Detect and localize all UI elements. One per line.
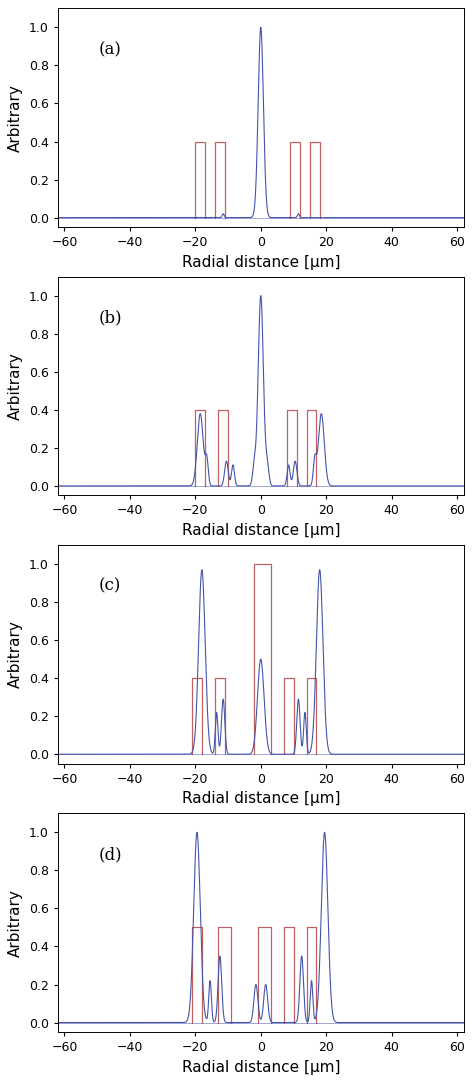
X-axis label: Radial distance [μm]: Radial distance [μm] xyxy=(182,255,340,270)
Text: (c): (c) xyxy=(99,578,121,595)
Y-axis label: Arbitrary: Arbitrary xyxy=(9,83,23,152)
X-axis label: Radial distance [μm]: Radial distance [μm] xyxy=(182,523,340,538)
Text: (a): (a) xyxy=(99,41,121,58)
Text: (b): (b) xyxy=(99,310,122,326)
Y-axis label: Arbitrary: Arbitrary xyxy=(9,621,23,689)
X-axis label: Radial distance [μm]: Radial distance [μm] xyxy=(182,792,340,807)
Y-axis label: Arbitrary: Arbitrary xyxy=(9,352,23,420)
Text: (d): (d) xyxy=(99,846,122,863)
X-axis label: Radial distance [μm]: Radial distance [μm] xyxy=(182,1059,340,1074)
Y-axis label: Arbitrary: Arbitrary xyxy=(9,889,23,956)
